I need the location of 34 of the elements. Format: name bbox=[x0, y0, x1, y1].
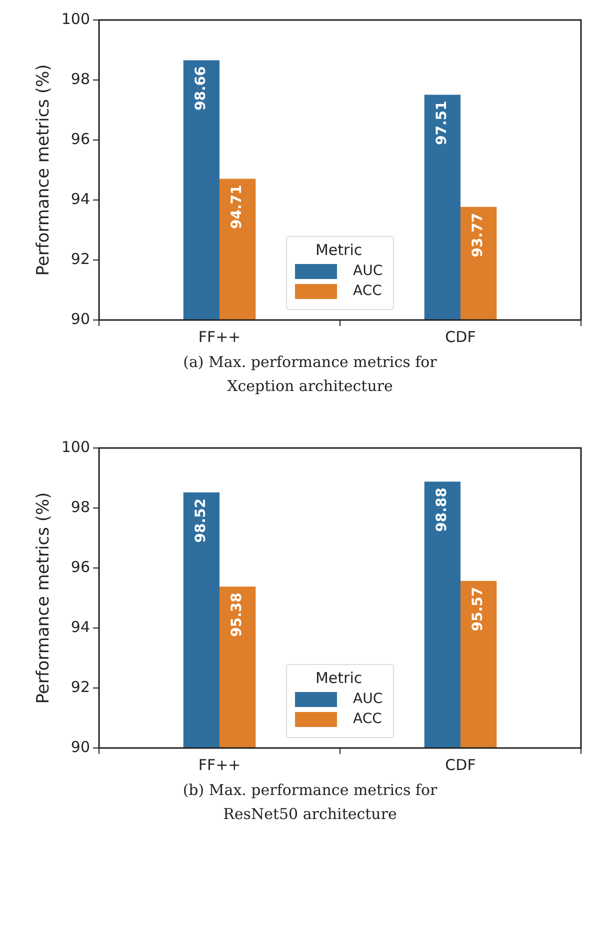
y-axis-title: Performance metrics (%) bbox=[34, 64, 54, 276]
y-tick-label: 100 bbox=[61, 10, 90, 28]
y-axis-title: Performance metrics (%) bbox=[34, 492, 54, 704]
y-tick-label: 96 bbox=[70, 130, 90, 148]
y-tick-label: 92 bbox=[70, 250, 90, 268]
data-label: 95.57 bbox=[470, 586, 486, 632]
data-label: 98.52 bbox=[193, 498, 210, 543]
y-tick-label: 94 bbox=[70, 190, 90, 208]
legend-title: Metric bbox=[314, 669, 364, 687]
y-tick-label: 94 bbox=[70, 618, 90, 636]
data-label: 98.88 bbox=[434, 488, 450, 532]
data-label: 95.38 bbox=[229, 592, 246, 637]
data-label: 98.66 bbox=[193, 66, 210, 110]
legend-label: ACC bbox=[353, 711, 382, 727]
x-tick-label: FF++ bbox=[198, 756, 241, 774]
y-tick-label: 90 bbox=[70, 738, 90, 756]
y-tick-label: 98 bbox=[70, 70, 90, 88]
y-tick-label: 92 bbox=[70, 678, 90, 696]
text: (a) Max. performance metrics for Xception architecture bbox=[182, 352, 438, 397]
x-tick-label: CDF bbox=[445, 328, 476, 346]
y-tick-label: 90 bbox=[70, 310, 90, 328]
legend-label: AUC bbox=[353, 691, 383, 707]
y-tick-label: 96 bbox=[70, 558, 90, 576]
legend-label: ACC bbox=[353, 283, 382, 299]
y-tick-label: 98 bbox=[70, 498, 90, 516]
data-label: 93.77 bbox=[470, 212, 486, 258]
x-tick-label: FF++ bbox=[198, 328, 241, 346]
y-tick-label: 100 bbox=[61, 438, 90, 456]
legend-label: AUC bbox=[353, 263, 383, 279]
text: (b) Max. performance metrics for ResNet50 architecture bbox=[182, 780, 438, 825]
x-tick-label: CDF bbox=[445, 756, 476, 774]
legend-title: Metric bbox=[314, 241, 364, 259]
data-label: 97.51 bbox=[434, 100, 450, 145]
data-label: 94.71 bbox=[229, 184, 246, 229]
